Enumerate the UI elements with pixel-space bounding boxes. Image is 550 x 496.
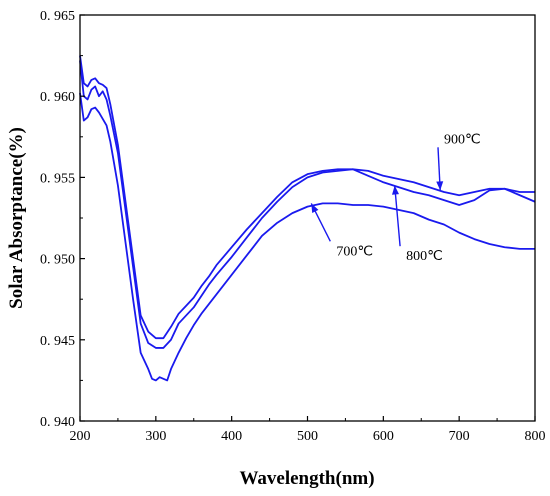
annotation-label-2: 800℃ (406, 249, 443, 264)
x-axis-title: Wavelength(nm) (239, 468, 374, 489)
y-tick-label: 0. 950 (40, 253, 75, 268)
ticks-layer (79, 14, 536, 422)
x-tick-label: 300 (145, 429, 166, 444)
y-tick-label: 0. 960 (40, 90, 75, 105)
x-tick-label: 600 (373, 429, 394, 444)
y-tick-label: 0. 955 (40, 171, 75, 186)
plot-frame (79, 14, 536, 422)
annotation-label-3: 700℃ (336, 244, 373, 259)
y-tick-label: 0. 965 (40, 9, 75, 24)
y-tick-label: 0. 940 (40, 415, 75, 430)
annotation-label-1: 900℃ (444, 132, 481, 147)
x-tick-label: 200 (70, 429, 91, 444)
series-line-1 (79, 55, 535, 340)
y-axis-title: Solar Absorptance(%) (6, 127, 27, 309)
y-tick-label: 0. 945 (40, 334, 75, 349)
x-tick-label: 800 (525, 429, 546, 444)
x-tick-label: 700 (449, 429, 470, 444)
x-tick-label: 500 (297, 429, 318, 444)
x-tick-label: 400 (221, 429, 242, 444)
series-line-3 (79, 92, 535, 382)
annotation-arrowhead-3 (311, 203, 319, 213)
annotation-arrowhead-1 (436, 181, 444, 191)
series-line-2 (79, 60, 536, 349)
marks-layer (79, 55, 536, 382)
annotation-arrow-2 (394, 185, 401, 247)
annotation-arrowhead-2 (392, 185, 399, 195)
labels-layer: 200 300 400 500 600 700 800 0. 940 0. 945 0. 950 0… (40, 9, 546, 444)
annotations-layer: 900℃ 800℃ 700℃ (310, 132, 481, 264)
